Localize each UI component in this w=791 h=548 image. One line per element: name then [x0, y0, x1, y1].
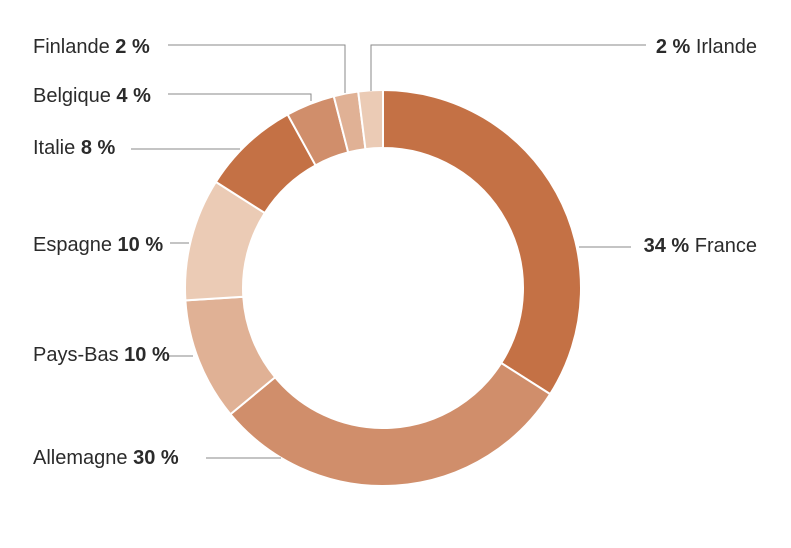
category-label-belgique: Belgique	[33, 85, 111, 107]
value-label-france: 34 %	[644, 235, 690, 257]
data-label-france: 34 % France	[644, 235, 757, 257]
value-label-pays-bas: 10 %	[124, 344, 170, 366]
leader-line-belgique	[168, 93, 312, 101]
value-label-finlande: 2 %	[115, 36, 150, 58]
category-label-irlande: Irlande	[696, 36, 757, 58]
leader-line-finlande	[168, 44, 346, 93]
slice-allemagne	[229, 361, 552, 487]
category-label-finlande: Finlande	[33, 36, 110, 58]
category-label-allemagne: Allemagne	[33, 447, 128, 469]
data-label-belgique: Belgique 4 %	[33, 85, 151, 107]
value-label-allemagne: 30 %	[133, 447, 179, 469]
category-label-italie: Italie	[33, 137, 75, 159]
category-label-pays-bas: Pays-Bas	[33, 344, 119, 366]
slice-irlande	[357, 88, 384, 151]
data-label-allemagne: Allemagne 30 %	[33, 447, 179, 469]
slice-france	[382, 88, 582, 396]
data-label-espagne: Espagne 10 %	[33, 234, 163, 256]
data-label-italie: Italie 8 %	[33, 137, 115, 159]
value-label-belgique: 4 %	[116, 85, 151, 107]
leader-line-irlande	[370, 44, 646, 91]
category-label-france: France	[695, 235, 757, 257]
category-label-espagne: Espagne	[33, 234, 112, 256]
data-label-irlande: 2 % Irlande	[656, 36, 757, 58]
value-label-espagne: 10 %	[118, 234, 164, 256]
value-label-italie: 8 %	[81, 137, 116, 159]
value-label-irlande: 2 %	[656, 36, 691, 58]
data-label-finlande: Finlande 2 %	[33, 36, 150, 58]
data-label-pays-bas: Pays-Bas 10 %	[33, 344, 170, 366]
